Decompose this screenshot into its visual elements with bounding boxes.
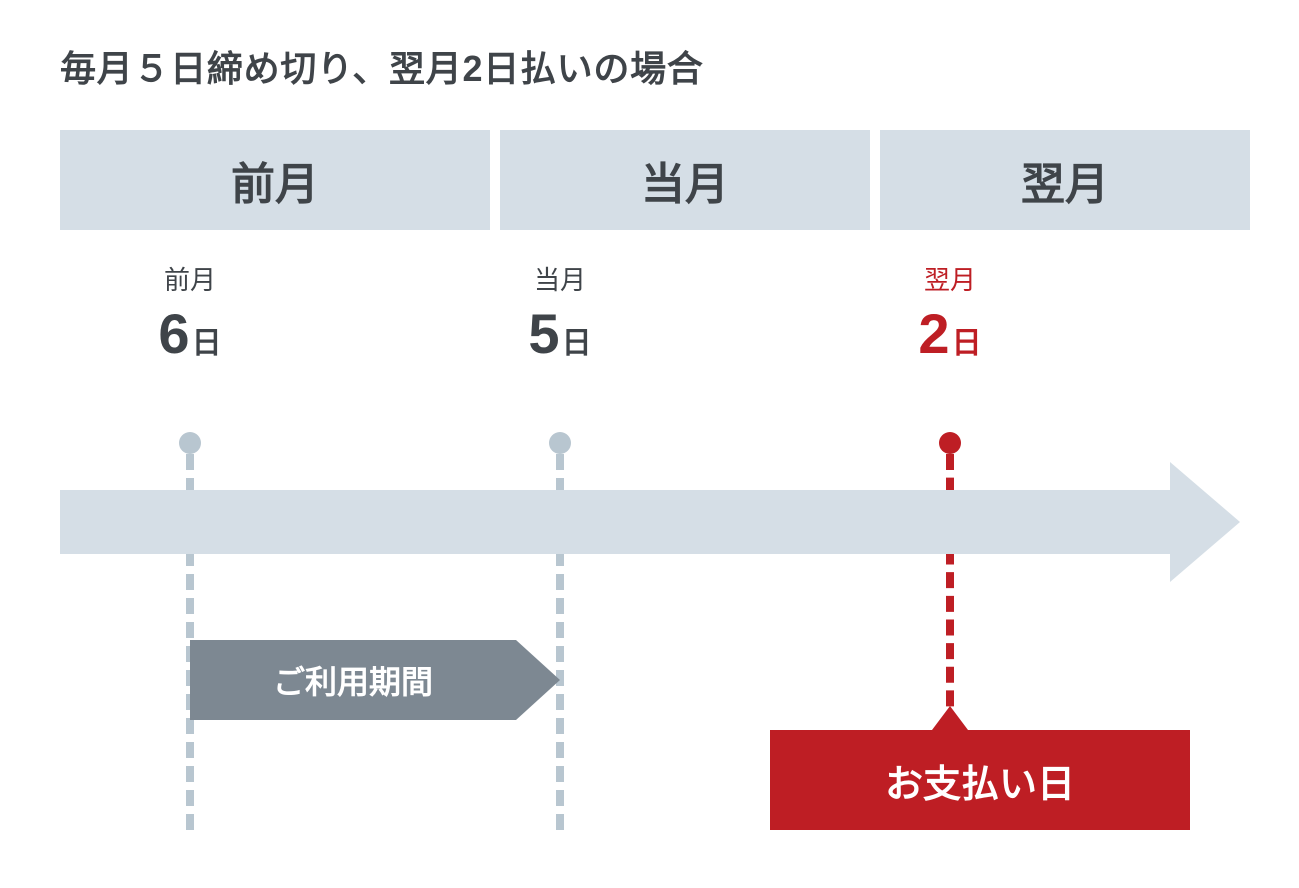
date-pay-value: 2日 xyxy=(860,301,1040,366)
usage-period-label: ご利用期間 xyxy=(190,640,516,720)
usage-period-arrow: ご利用期間 xyxy=(190,640,560,720)
marker-dot-pay xyxy=(939,432,961,454)
timeline-arrowhead xyxy=(1170,462,1240,582)
usage-period-arrowhead xyxy=(516,640,560,720)
payment-pointer-icon xyxy=(932,706,968,730)
diagram-title: 毎月５日締め切り、翌月2日払いの場合 xyxy=(60,40,1239,92)
month-box-2: 翌月 xyxy=(880,130,1250,230)
date-cutoff-month-label: 当月 xyxy=(470,260,650,297)
month-box-0: 前月 xyxy=(60,130,490,230)
date-cutoff-value: 5日 xyxy=(470,301,650,366)
date-start: 前月 6日 xyxy=(100,260,280,366)
payment-day-box: お支払い日 xyxy=(770,730,1190,830)
date-start-month-label: 前月 xyxy=(100,260,280,297)
marker-dot-cutoff xyxy=(549,432,571,454)
diagram-root: 毎月５日締め切り、翌月2日払いの場合 前月当月翌月 前月6日当月5日翌月2日 ご… xyxy=(0,0,1299,888)
date-start-value: 6日 xyxy=(100,301,280,366)
month-box-1: 当月 xyxy=(500,130,870,230)
timeline-bar xyxy=(60,490,1170,554)
marker-dot-start xyxy=(179,432,201,454)
date-pay: 翌月 2日 xyxy=(860,260,1040,366)
month-header-row: 前月当月翌月 xyxy=(60,130,1239,230)
date-cutoff: 当月 5日 xyxy=(470,260,650,366)
timeline-arrow xyxy=(60,490,1240,554)
date-pay-month-label: 翌月 xyxy=(860,260,1040,297)
